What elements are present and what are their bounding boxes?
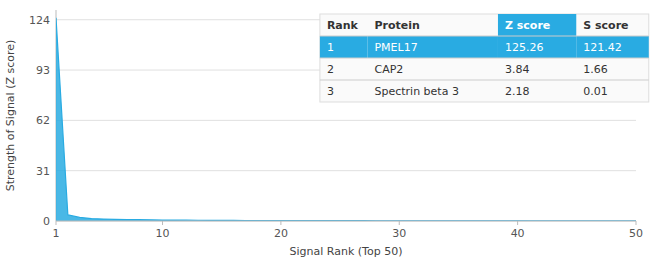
y-tick-label: 31 (36, 165, 50, 178)
y-tick-label: 124 (29, 14, 50, 27)
x-tick (636, 221, 637, 225)
table-cell: CAP2 (374, 63, 403, 76)
x-tick-label: 40 (511, 227, 525, 240)
table-divider (320, 58, 649, 59)
table-divider (320, 80, 649, 81)
table-cell: 0.01 (583, 85, 608, 98)
table-header: Z score (505, 19, 550, 32)
x-tick-label: 20 (274, 227, 288, 240)
table-cell: 121.42 (583, 41, 622, 54)
table-cell-highlight (498, 14, 576, 36)
x-tick (517, 221, 518, 225)
table-cell: 1.66 (583, 63, 608, 76)
table-cell: 1 (327, 41, 334, 54)
x-tick-label: 10 (156, 227, 170, 240)
x-tick (56, 221, 57, 225)
x-tick (280, 221, 281, 225)
x-axis-label: Signal Rank (Top 50) (290, 245, 403, 258)
y-tick-label: 93 (36, 64, 50, 77)
table-cell-highlight (498, 36, 576, 58)
x-tick (399, 221, 400, 225)
table-cell-highlight (320, 36, 368, 58)
table-cell: 2 (327, 63, 334, 76)
line (56, 18, 636, 221)
grid-line (56, 221, 636, 222)
table-header: S score (583, 19, 628, 32)
x-axis-line (56, 221, 636, 222)
table-cell-highlight (576, 36, 649, 58)
table: Rank Protein Z score S score 1 PMEL17 125.26 12… (320, 14, 649, 102)
x-tick-label: 50 (629, 227, 643, 240)
table-divider (320, 36, 649, 37)
chart: 031629312411020304050Signal Rank (Top 50… (0, 0, 650, 261)
x-tick-label: 30 (392, 227, 406, 240)
table-cell: 2.18 (505, 85, 529, 98)
table-cell: 125.26 (505, 41, 543, 54)
grid-line (56, 120, 636, 121)
table-background (320, 14, 649, 102)
table-header: Protein (374, 19, 419, 32)
area (56, 18, 636, 221)
table-cell: PMEL17 (374, 41, 417, 54)
x-tick-label: 1 (53, 227, 60, 240)
table-cell: Spectrin beta 3 (374, 85, 458, 98)
x-axis: 1 10 20 30 40 50 (53, 221, 644, 240)
table-cell: 3.84 (505, 63, 529, 76)
grid-line (56, 170, 636, 171)
table-cell-highlight (367, 36, 498, 58)
table-header: Rank (327, 19, 359, 32)
plot-area (56, 18, 636, 221)
y-tick-label: 0 (43, 215, 50, 228)
y-tick-label: 62 (36, 114, 50, 127)
y-axis-label: Strength of Signal (Z score) (4, 40, 17, 192)
table-cell: 3 (327, 85, 334, 98)
x-tick (162, 221, 163, 225)
y-grid: 0316293124 (29, 14, 636, 228)
